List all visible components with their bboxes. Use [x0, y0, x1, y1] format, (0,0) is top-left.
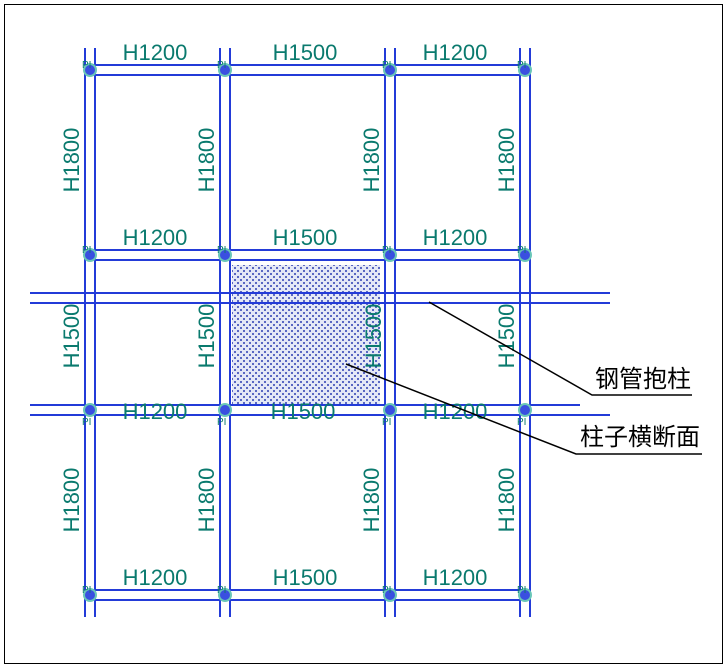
grid-node: [218, 63, 232, 77]
grid-node: [518, 63, 532, 77]
column-cross-section-fill: [232, 265, 380, 405]
column-cross-section-label: 柱子横断面: [580, 417, 700, 452]
vertical-beam: [84, 48, 96, 617]
clamp-pipe: [30, 302, 610, 304]
steel-pipe-clamp-label: 钢管抱柱: [595, 359, 691, 394]
horizontal-beam: [90, 64, 525, 76]
grid-node: [218, 248, 232, 262]
grid-node: [218, 403, 232, 417]
grid-node: [518, 403, 532, 417]
vertical-beam: [519, 48, 531, 617]
clamp-pipe: [30, 404, 580, 406]
grid-node: [83, 588, 97, 602]
grid-node: [218, 588, 232, 602]
grid-node: [83, 248, 97, 262]
grid-node: [383, 403, 397, 417]
vertical-beam: [219, 48, 231, 617]
grid-node: [83, 403, 97, 417]
grid-node: [83, 63, 97, 77]
horizontal-beam: [90, 589, 525, 601]
vertical-beam: [384, 48, 396, 617]
grid-node: [518, 248, 532, 262]
grid-node: [383, 63, 397, 77]
clamp-pipe: [30, 292, 610, 294]
grid-node: [518, 588, 532, 602]
grid-node: [383, 248, 397, 262]
horizontal-beam: [90, 249, 525, 261]
diagram-stage: H1200H1500H1200H1200H1500H1200H1200H1500…: [0, 0, 727, 668]
grid-node: [383, 588, 397, 602]
